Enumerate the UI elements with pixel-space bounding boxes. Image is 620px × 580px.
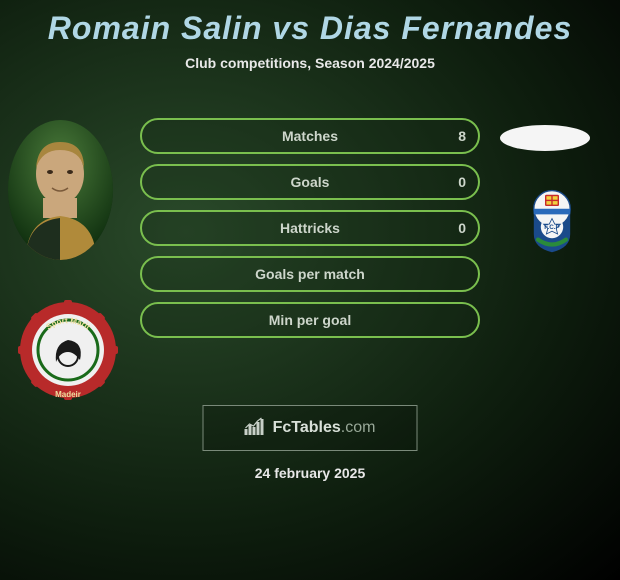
stat-label: Goals <box>291 174 330 190</box>
watermark: FcTables.com <box>203 405 418 451</box>
page-title: Romain Salin vs Dias Fernandes <box>0 0 620 47</box>
watermark-text: FcTables.com <box>273 419 376 437</box>
svg-text:Madeir: Madeir <box>55 390 81 399</box>
stat-row-goals: Goals 0 <box>140 164 480 200</box>
stats-panel: Matches 8 Goals 0 Hattricks 0 Goals per … <box>140 118 480 338</box>
player-right-placeholder <box>500 125 590 151</box>
stat-label: Hattricks <box>280 220 340 236</box>
stat-right-val: 0 <box>458 174 466 190</box>
club-badge-left: Sport Marit Madeir <box>18 300 118 400</box>
club-badge-right: F.C.P <box>502 170 602 270</box>
stat-label: Goals per match <box>255 266 365 282</box>
stat-row-gpm: Goals per match <box>140 256 480 292</box>
stat-row-mpg: Min per goal <box>140 302 480 338</box>
bar-chart-icon <box>245 417 267 440</box>
stat-right-val: 8 <box>458 128 466 144</box>
svg-text:F.C.P: F.C.P <box>544 224 559 231</box>
stat-label: Min per goal <box>269 312 351 328</box>
stat-right-val: 0 <box>458 220 466 236</box>
stat-row-hattricks: Hattricks 0 <box>140 210 480 246</box>
page-subtitle: Club competitions, Season 2024/2025 <box>0 55 620 71</box>
stat-row-matches: Matches 8 <box>140 118 480 154</box>
date-label: 24 february 2025 <box>0 465 620 481</box>
player-left-avatar <box>8 120 113 260</box>
stat-label: Matches <box>282 128 338 144</box>
